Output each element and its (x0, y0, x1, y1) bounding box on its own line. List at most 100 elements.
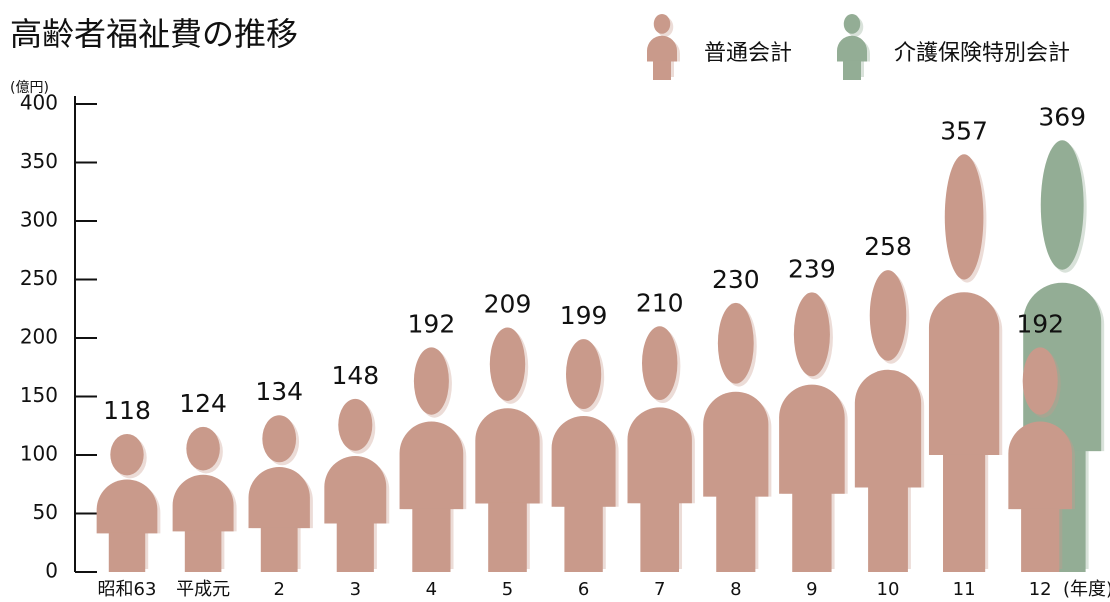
legend-icon (647, 14, 680, 80)
legs (261, 527, 298, 572)
y-tick-label: 50 (33, 500, 58, 524)
legs (868, 486, 908, 572)
legend-label: 普通会計 (704, 41, 792, 66)
value-label: 209 (484, 289, 532, 318)
value-label: 369 (1038, 102, 1086, 131)
x-tick-label: 9 (806, 579, 817, 600)
x-tick-label: 平成元 (176, 579, 230, 600)
x-tick-label: 12 (1029, 579, 1052, 600)
x-tick-label: 4 (426, 579, 437, 600)
figure (324, 399, 389, 572)
figure (97, 434, 161, 572)
head (262, 415, 296, 462)
head (110, 434, 143, 475)
x-tick-label: 8 (730, 579, 741, 600)
x-tick-label: 11 (953, 579, 976, 600)
head (642, 326, 677, 400)
legs (488, 503, 527, 572)
torso (475, 408, 539, 503)
torso (855, 370, 921, 488)
y-tick-label: 0 (45, 559, 58, 583)
y-tick-label: 400 (20, 91, 58, 115)
x-unit: (年度) (1063, 579, 1110, 600)
legend-icon (837, 14, 870, 80)
torso (249, 467, 310, 528)
torso (173, 475, 234, 532)
torso (400, 421, 464, 509)
torso (324, 456, 386, 524)
value-label: 199 (560, 301, 608, 330)
y-tick-label: 100 (20, 442, 58, 466)
head (338, 399, 372, 451)
y-tick-label: 300 (20, 208, 58, 232)
head (654, 14, 671, 34)
head (945, 154, 984, 279)
head (718, 303, 754, 384)
head (490, 327, 525, 400)
value-label: 357 (940, 116, 988, 145)
head (414, 347, 449, 414)
value-label: 148 (331, 361, 379, 390)
figure (552, 339, 619, 572)
y-tick-label: 200 (20, 325, 58, 349)
figure (475, 327, 542, 572)
legs (185, 530, 222, 572)
figure (855, 270, 924, 572)
x-tick-label: 5 (502, 579, 513, 600)
legs (640, 502, 679, 572)
value-label: 124 (179, 389, 227, 418)
torso (552, 416, 616, 507)
torso (779, 385, 845, 494)
legs (843, 61, 861, 80)
x-tick-label: 3 (350, 579, 361, 600)
legs (337, 523, 374, 572)
legs (792, 493, 831, 572)
legs (564, 506, 602, 572)
x-tick-label: 昭和63 (98, 579, 157, 600)
legs (109, 532, 145, 572)
figure (929, 154, 1002, 572)
legs (1021, 508, 1059, 572)
legs (653, 61, 671, 80)
figure (628, 326, 695, 572)
y-tick-label: 350 (20, 149, 58, 173)
value-label: 230 (712, 265, 760, 294)
value-label: 258 (864, 232, 912, 261)
value-label: 239 (788, 254, 836, 283)
value-label: 210 (636, 288, 684, 317)
figure (400, 347, 467, 572)
y-tick-label: 250 (20, 266, 58, 290)
torso (1008, 422, 1072, 510)
value-label: 134 (255, 377, 303, 406)
torso (647, 36, 677, 62)
value-label: 118 (103, 396, 151, 425)
value-label: 192 (408, 309, 456, 338)
x-tick-label: 10 (877, 579, 900, 600)
head (566, 339, 601, 409)
x-tick-label: 2 (273, 579, 284, 600)
legs (716, 496, 755, 572)
head (1041, 140, 1084, 270)
torso (703, 392, 768, 497)
figure (703, 303, 771, 572)
chart: 高齢者福祉費の推移 (億円) 050100150200250300350400昭… (0, 0, 1110, 602)
head (794, 292, 830, 376)
chart-title: 高齢者福祉費の推移 (10, 15, 298, 53)
torso (97, 479, 158, 533)
head (186, 427, 220, 471)
legs (943, 454, 985, 572)
figure (249, 415, 313, 572)
y-tick-label: 150 (20, 383, 58, 407)
x-tick-label: 6 (578, 579, 589, 600)
value-label: 192 (1016, 309, 1064, 338)
legend-label: 介護保険特別会計 (894, 41, 1070, 66)
head (870, 270, 906, 361)
head (1023, 347, 1058, 414)
legs (412, 508, 450, 572)
torso (929, 292, 999, 455)
x-tick-label: 7 (654, 579, 665, 600)
figure (173, 427, 237, 572)
figure (779, 292, 848, 572)
head (844, 14, 861, 34)
torso (628, 407, 692, 503)
